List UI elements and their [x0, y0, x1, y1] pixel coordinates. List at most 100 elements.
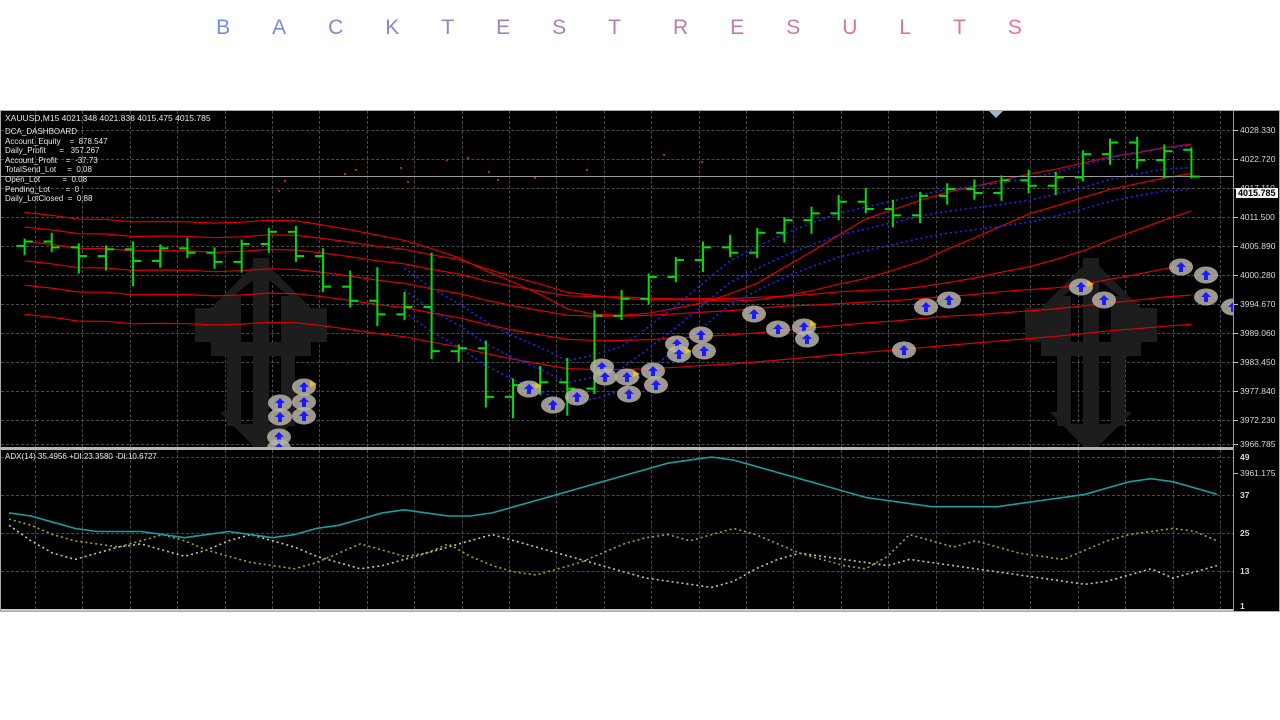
- title-letter: T: [953, 16, 966, 39]
- time-axis[interactable]: [1, 609, 1235, 611]
- gridline-vertical: [651, 450, 653, 609]
- gridline-vertical: [177, 111, 179, 447]
- title-letter: K: [385, 16, 400, 39]
- price-scale-label: 3972.230: [1240, 415, 1276, 425]
- price-scale-label: 3961.175: [1240, 468, 1276, 478]
- gridline-vertical: [35, 111, 36, 447]
- gridline-vertical: [177, 450, 179, 609]
- scale-tick: [1234, 130, 1238, 131]
- gridline-horizontal: [1, 130, 1235, 131]
- title-letter: E: [496, 16, 511, 39]
- mt4-chart-window[interactable]: YOFOREX YOFOREX: [0, 110, 1280, 612]
- gridline-vertical: [556, 450, 558, 609]
- adx-drawing: [8, 456, 1218, 589]
- gridline-vertical: [793, 111, 795, 447]
- indicator-grid: [1, 450, 1235, 609]
- gridline-vertical: [840, 111, 842, 447]
- gridline-vertical: [746, 111, 747, 447]
- gridline-vertical: [888, 111, 890, 447]
- scale-tick: [1234, 333, 1238, 334]
- dashboard-row: Account_Profit = -37.73: [5, 155, 98, 165]
- title-letter: L: [899, 16, 912, 39]
- gridline-vertical: [603, 111, 605, 447]
- gridline-vertical: [983, 111, 984, 447]
- gridline-horizontal: [1, 304, 1235, 305]
- gridline-vertical: [746, 450, 747, 609]
- dashboard-row: Daily_LotClosed = 0.88: [5, 194, 93, 204]
- title-letter: A: [272, 16, 287, 39]
- gridline-vertical: [509, 111, 510, 447]
- price-scale-label: 3989.060: [1240, 328, 1276, 338]
- gridline-horizontal: [1, 362, 1235, 363]
- dashboard-row: Open_Lot = 0.08: [5, 174, 88, 184]
- price-scale-label: 4028.330: [1240, 125, 1276, 135]
- gridline-horizontal: [1, 217, 1235, 218]
- indicator-scale-label: 25: [1240, 528, 1250, 538]
- title-letter: S: [1007, 16, 1022, 39]
- title-letter: S: [552, 16, 567, 39]
- scale-tick: [1234, 473, 1238, 474]
- gridline-horizontal: [1, 571, 1235, 572]
- gridline-vertical: [1172, 450, 1174, 609]
- price-scale-label: 3977.840: [1240, 386, 1276, 396]
- price-scale-label: 4022.720: [1240, 154, 1276, 164]
- gridline-vertical: [603, 450, 605, 609]
- adx-header: ADX(14) 35.4956 +DI:23.3580 -DI:10.6727: [5, 452, 157, 461]
- dashboard-row: Daily_Profit = 357.267: [5, 146, 100, 156]
- gridline-vertical: [1030, 111, 1032, 447]
- gridline-horizontal: [1, 246, 1235, 247]
- gridline-vertical: [272, 450, 273, 609]
- gridline-vertical: [1220, 450, 1221, 609]
- title-letter: T: [608, 16, 621, 39]
- gridline-vertical: [556, 111, 558, 447]
- scale-tick: [1234, 246, 1238, 247]
- gridline-vertical: [414, 111, 416, 447]
- gridline-vertical: [414, 450, 416, 609]
- gridline-vertical: [35, 450, 36, 609]
- pane-divider[interactable]: [1, 447, 1235, 450]
- gridline-horizontal: [1, 159, 1235, 160]
- gridline-vertical: [1220, 111, 1221, 447]
- price-chart-pane[interactable]: YOFOREX YOFOREX: [1, 111, 1235, 447]
- gridline-vertical: [983, 450, 984, 609]
- dashboard-title: DCA_DASHBOARD: [5, 127, 78, 136]
- gridline-horizontal: [1, 188, 1235, 189]
- gridline-vertical: [651, 111, 653, 447]
- title-letter: S: [786, 16, 801, 39]
- gridline-vertical: [1172, 111, 1174, 447]
- scale-tick: [1234, 275, 1238, 276]
- gridline-vertical: [888, 450, 890, 609]
- dca-dashboard-panel: DCA_DASHBOARD Account_Equity = 878.547 Dai…: [5, 127, 108, 204]
- adx-indicator-pane[interactable]: ADX(14) 35.4956 +DI:23.3580 -DI:10.6727: [1, 450, 1235, 609]
- gridline-horizontal: [1, 333, 1235, 334]
- gridline-vertical: [509, 450, 510, 609]
- indicator-scale-label: 37: [1240, 490, 1250, 500]
- scale-tick: [1234, 444, 1238, 445]
- gridline-vertical: [1030, 450, 1032, 609]
- scale-tick: [1234, 304, 1238, 305]
- indicator-scale-label: 13: [1240, 566, 1250, 576]
- gridline-vertical: [698, 111, 700, 447]
- gridline-vertical: [129, 450, 131, 609]
- scale-tick: [1234, 391, 1238, 392]
- gridline-vertical: [224, 450, 226, 609]
- title-letter: R: [673, 16, 689, 39]
- indicator-scale-label: 1: [1240, 601, 1245, 611]
- indicator-scale-label: 49: [1240, 452, 1250, 462]
- gridline-horizontal: [1, 444, 1235, 445]
- price-scale-label: 3966.785: [1240, 439, 1276, 449]
- price-scale-label: 3994.670: [1240, 299, 1276, 309]
- gridline-vertical: [1125, 450, 1127, 609]
- price-scale[interactable]: 4028.3304022.7204017.1104011.5004005.890…: [1233, 111, 1279, 611]
- gridline-vertical: [319, 111, 321, 447]
- title-letter: E: [730, 16, 745, 39]
- price-chart-drawing: [1, 136, 1235, 447]
- gridline-vertical: [935, 450, 937, 609]
- gridline-vertical: [698, 450, 700, 609]
- current-bid-price-tag: 4015.785: [1236, 188, 1278, 198]
- price-scale-label: 4005.890: [1240, 241, 1276, 251]
- title-letter: T: [441, 16, 455, 39]
- gridline-horizontal: [1, 457, 1235, 458]
